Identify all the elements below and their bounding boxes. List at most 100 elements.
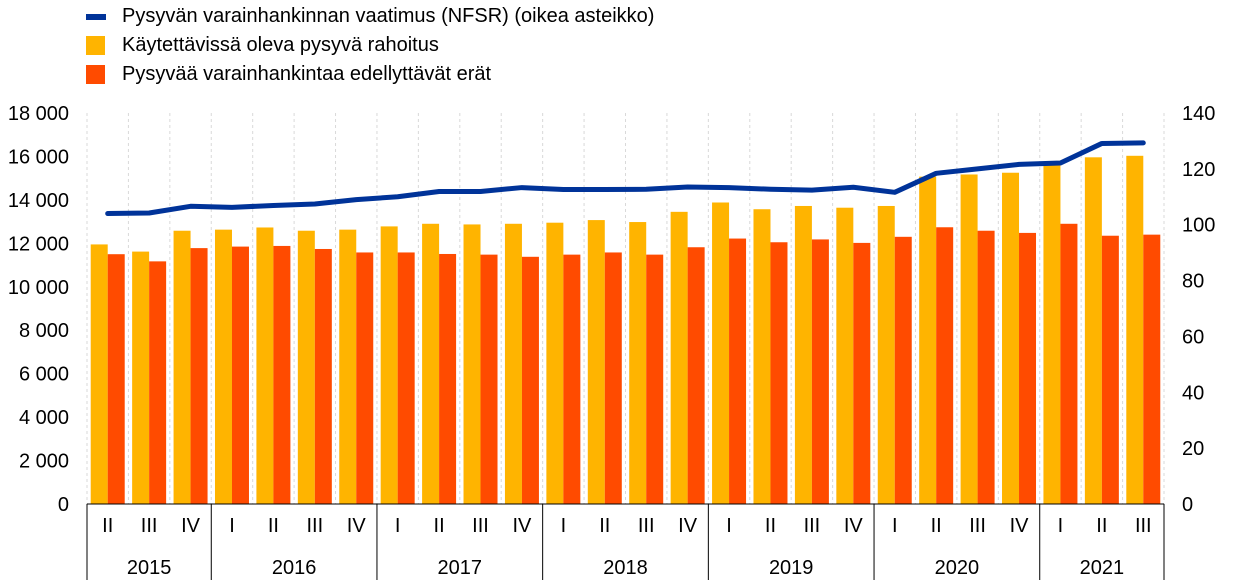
x-tick-label-year: 2020 <box>935 557 980 579</box>
bar-required-stable-funding <box>231 246 249 504</box>
x-tick-label-quarter: III <box>638 515 655 537</box>
x-tick-label-quarter: III <box>306 515 323 537</box>
x-tick-label-quarter: I <box>229 515 235 537</box>
legend-swatch-required-stable-funding <box>86 65 105 84</box>
bar-required-stable-funding <box>646 254 664 504</box>
y-right-tick-label: 40 <box>1182 382 1204 404</box>
x-tick-label-year: 2018 <box>603 557 648 579</box>
bar-available-stable-funding <box>173 230 191 505</box>
bar-required-stable-funding <box>853 242 871 504</box>
x-tick-label-quarter: II <box>102 515 113 537</box>
y-right-tick-label: 60 <box>1182 326 1204 348</box>
bar-required-stable-funding <box>356 252 374 504</box>
legend-label-available-stable-funding: Käytettävissä oleva pysyvä rahoitus <box>122 34 439 56</box>
x-tick-label-year: 2019 <box>769 557 814 579</box>
legend-label-required-stable-funding: Pysyvää varainhankintaa edellyttävät erä… <box>122 63 492 85</box>
legend-item-available-stable-funding: Käytettävissä oleva pysyvä rahoitus <box>86 31 654 60</box>
bar-available-stable-funding <box>836 207 854 504</box>
x-tick-label-quarter: I <box>1058 515 1064 537</box>
bar-required-stable-funding <box>1143 234 1161 504</box>
x-tick-label-quarter: IV <box>181 515 201 537</box>
x-tick-label-quarter: I <box>892 515 898 537</box>
bar-available-stable-funding <box>919 176 937 504</box>
bar-available-stable-funding <box>794 205 812 504</box>
bar-required-stable-funding <box>1060 223 1078 505</box>
line-nfsr <box>105 140 1146 217</box>
legend-swatch-nfsr <box>86 13 106 20</box>
y-right-tick-label: 100 <box>1182 215 1215 237</box>
x-tick-label-quarter: II <box>1096 515 1107 537</box>
bar-available-stable-funding <box>380 226 398 504</box>
y-left-tick-label: 12 000 <box>8 233 69 255</box>
bar-required-stable-funding <box>1019 232 1037 504</box>
x-tick-label-quarter: I <box>561 515 567 537</box>
x-tick-label-quarter: I <box>395 515 401 537</box>
legend-item-nfsr: Pysyvän varainhankinnan vaatimus (NFSR) … <box>86 2 654 31</box>
bar-required-stable-funding <box>480 254 498 504</box>
y-right-tick-label: 0 <box>1182 494 1193 516</box>
legend-item-required-stable-funding: Pysyvää varainhankintaa edellyttävät erä… <box>86 60 654 89</box>
bar-required-stable-funding <box>977 230 995 505</box>
bar-available-stable-funding <box>1043 162 1061 504</box>
y-left-tick-label: 6 000 <box>19 364 69 386</box>
x-tick-label-quarter: IV <box>678 515 698 537</box>
x-tick-label-quarter: II <box>434 515 445 537</box>
bar-required-stable-funding <box>811 239 829 504</box>
y-left-tick-label: 18 000 <box>8 103 69 125</box>
legend-label-nfsr: Pysyvän varainhankinnan vaatimus (NFSR) … <box>122 5 655 27</box>
legend-swatch-available-stable-funding <box>86 36 105 55</box>
bar-available-stable-funding <box>90 244 108 505</box>
y-left-tick-label: 10 000 <box>8 277 69 299</box>
bar-required-stable-funding <box>770 242 788 504</box>
y-right-tick-label: 140 <box>1182 103 1215 125</box>
bar-available-stable-funding <box>132 251 150 504</box>
bar-required-stable-funding <box>729 238 747 504</box>
bar-available-stable-funding <box>960 174 978 505</box>
y-right-tick-label: 80 <box>1182 271 1204 293</box>
bar-available-stable-funding <box>753 209 771 505</box>
x-tick-label-quarter: III <box>969 515 986 537</box>
bar-required-stable-funding <box>107 254 125 504</box>
y-right-tick-label: 120 <box>1182 159 1215 181</box>
bar-required-stable-funding <box>894 236 912 505</box>
x-tick-label-quarter: II <box>599 515 610 537</box>
y-left-tick-label: 16 000 <box>8 146 69 168</box>
x-tick-label-quarter: III <box>1135 515 1152 537</box>
bar-required-stable-funding <box>149 261 167 504</box>
bar-required-stable-funding <box>604 252 622 504</box>
bar-available-stable-funding <box>546 222 564 505</box>
bar-required-stable-funding <box>273 245 291 504</box>
x-tick-label-year: 2017 <box>438 557 483 579</box>
x-tick-label-year: 2015 <box>127 557 172 579</box>
x-tick-label-quarter: II <box>931 515 942 537</box>
bar-required-stable-funding <box>439 253 457 504</box>
bar-required-stable-funding <box>1101 235 1119 504</box>
y-right-tick-label: 20 <box>1182 438 1204 460</box>
x-tick-label-quarter: II <box>268 515 279 537</box>
x-tick-label-quarter: I <box>726 515 732 537</box>
bar-available-stable-funding <box>877 205 895 504</box>
bar-available-stable-funding <box>1084 157 1102 504</box>
bar-available-stable-funding <box>670 211 688 504</box>
bar-available-stable-funding <box>629 222 647 504</box>
bar-available-stable-funding <box>587 220 605 504</box>
bar-required-stable-funding <box>314 248 332 504</box>
bar-available-stable-funding <box>256 227 274 504</box>
bar-required-stable-funding <box>397 252 415 504</box>
bar-available-stable-funding <box>1126 155 1144 504</box>
bar-available-stable-funding <box>463 224 481 504</box>
bar-required-stable-funding <box>521 256 539 504</box>
x-tick-label-quarter: IV <box>844 515 864 537</box>
bar-available-stable-funding <box>339 229 357 505</box>
y-left-tick-label: 4 000 <box>19 407 69 429</box>
x-tick-label-quarter: III <box>804 515 821 537</box>
bar-required-stable-funding <box>563 254 581 504</box>
y-left-tick-label: 8 000 <box>19 320 69 342</box>
bar-available-stable-funding <box>422 223 440 505</box>
x-tick-label-quarter: IV <box>1010 515 1030 537</box>
bar-available-stable-funding <box>297 230 315 505</box>
x-tick-label-year: 2016 <box>272 557 317 579</box>
x-tick-label-quarter: III <box>472 515 489 537</box>
bar-required-stable-funding <box>936 227 954 504</box>
